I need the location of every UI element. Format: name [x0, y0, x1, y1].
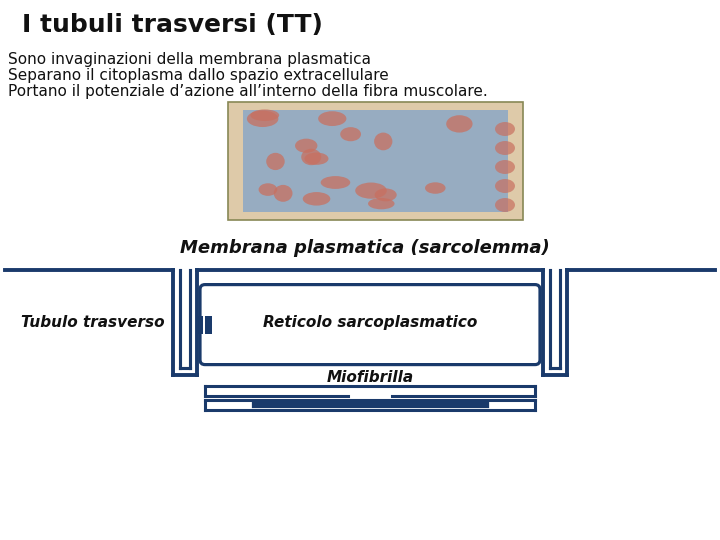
Ellipse shape [368, 198, 395, 210]
Ellipse shape [266, 153, 284, 170]
Ellipse shape [301, 149, 321, 165]
Text: Membrana plasmatica (sarcolemma): Membrana plasmatica (sarcolemma) [180, 239, 550, 257]
Bar [228, 102, 523, 220]
Ellipse shape [318, 111, 346, 126]
Bar [205, 315, 212, 334]
Ellipse shape [305, 152, 328, 165]
Text: Portano il potenziale d’azione all’interno della fibra muscolare.: Portano il potenziale d’azione all’inter… [8, 84, 487, 99]
Ellipse shape [495, 141, 515, 155]
Bar [228, 102, 523, 220]
Ellipse shape [247, 111, 279, 127]
Ellipse shape [495, 122, 515, 136]
Ellipse shape [495, 160, 515, 174]
Ellipse shape [341, 127, 361, 141]
Ellipse shape [374, 132, 392, 150]
Text: Separano il citoplasma dallo spazio extracellulare: Separano il citoplasma dallo spazio extr… [8, 68, 389, 83]
Ellipse shape [374, 188, 397, 201]
Ellipse shape [425, 183, 446, 194]
Ellipse shape [251, 110, 279, 121]
Ellipse shape [295, 139, 318, 153]
Ellipse shape [274, 185, 292, 202]
Ellipse shape [258, 183, 277, 196]
Ellipse shape [446, 115, 472, 133]
Text: Tubulo trasverso: Tubulo trasverso [22, 315, 165, 330]
Ellipse shape [302, 192, 330, 206]
Bar [243, 110, 508, 212]
Text: Sono invaginazioni della membrana plasmatica: Sono invaginazioni della membrana plasma… [8, 52, 371, 67]
Text: I tubuli trasversi (TT): I tubuli trasversi (TT) [22, 13, 323, 37]
Ellipse shape [495, 179, 515, 193]
Ellipse shape [320, 176, 350, 189]
Bar [196, 315, 203, 334]
FancyBboxPatch shape [200, 285, 540, 365]
Text: Reticolo sarcoplasmatico: Reticolo sarcoplasmatico [263, 315, 477, 330]
Ellipse shape [355, 183, 387, 199]
Ellipse shape [495, 198, 515, 212]
Text: Miofibrilla: Miofibrilla [326, 369, 413, 384]
